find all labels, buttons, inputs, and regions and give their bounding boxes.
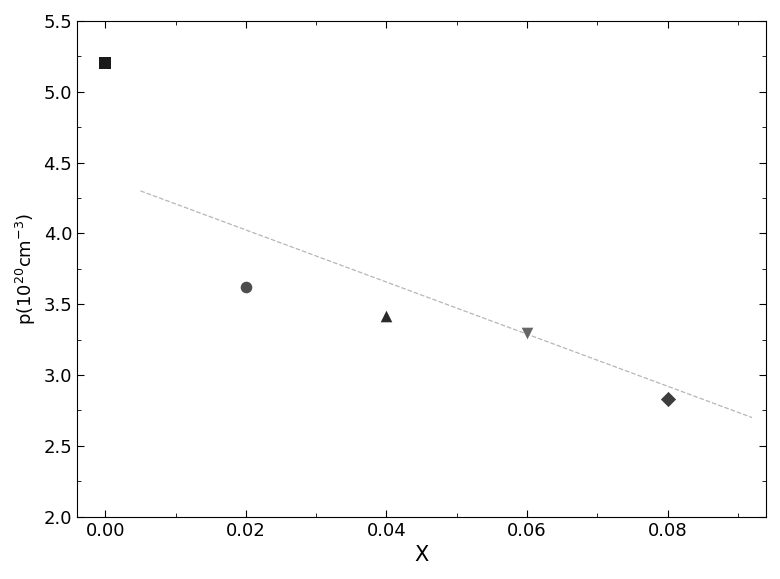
Point	[99, 58, 112, 68]
Point	[239, 283, 252, 292]
Point	[380, 311, 392, 320]
Point	[521, 328, 534, 337]
X-axis label: X: X	[414, 545, 429, 565]
Point	[661, 394, 674, 404]
Y-axis label: p(10$^{20}$cm$^{-3}$): p(10$^{20}$cm$^{-3}$)	[14, 212, 38, 325]
